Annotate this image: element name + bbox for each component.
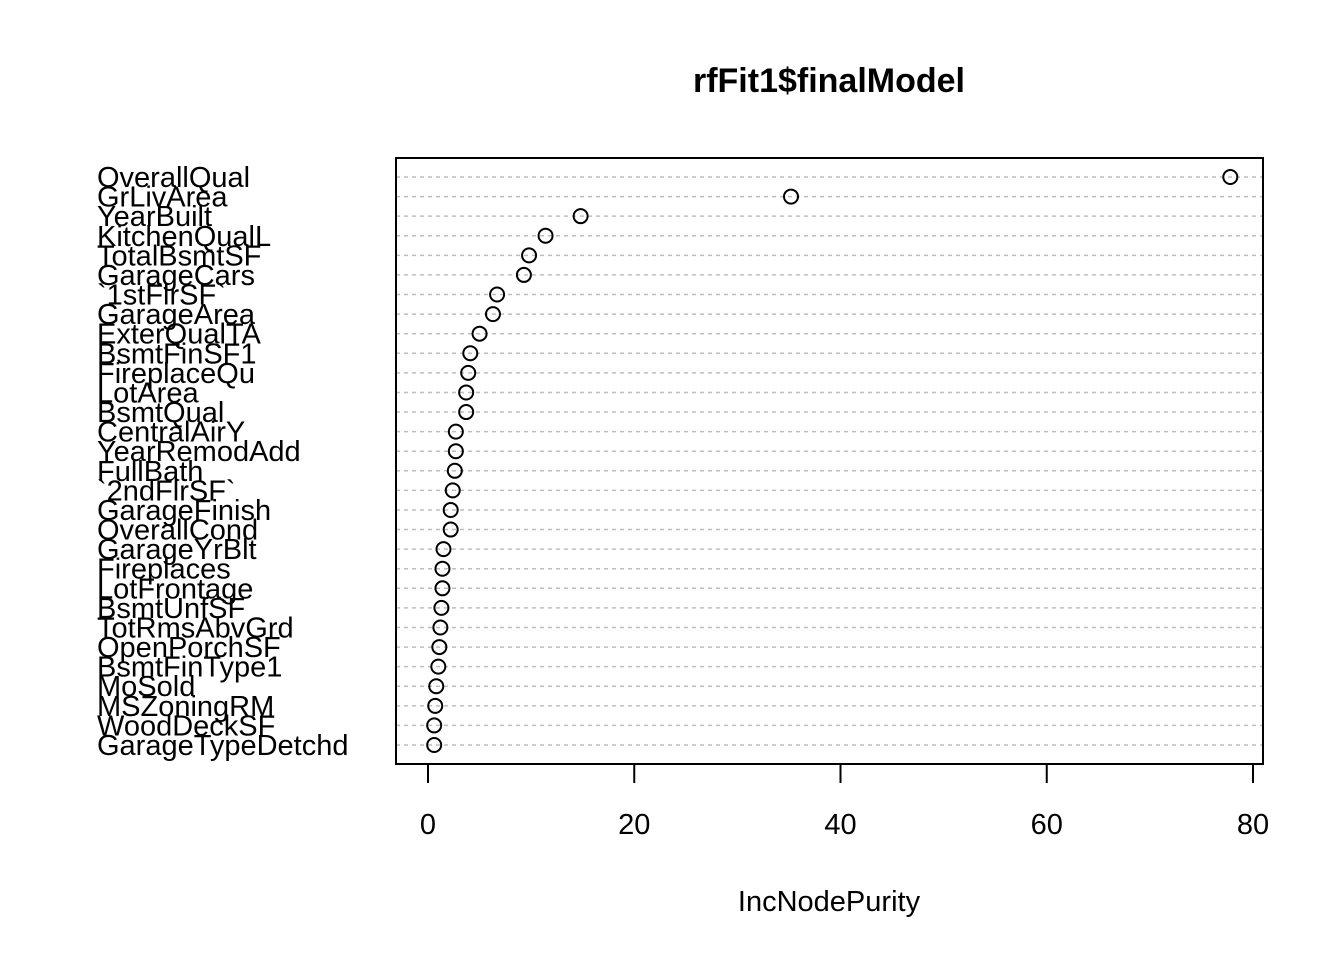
variable-label: LotArea xyxy=(97,377,199,409)
variable-label: TotRmsAbvGrd xyxy=(97,612,294,644)
variable-label: CentralAirY xyxy=(97,417,245,449)
variable-label: GrLivArea xyxy=(97,182,228,214)
variable-label: BsmtUnfSF xyxy=(97,593,245,625)
variable-label: ExterQualTA xyxy=(97,319,262,351)
variable-label: OverallQual xyxy=(97,162,250,194)
x-tick-label: 40 xyxy=(824,809,856,841)
data-point xyxy=(458,384,475,401)
data-point xyxy=(435,541,452,558)
x-axis-title: IncNodePurity xyxy=(738,886,921,918)
variable-label: LotFrontage xyxy=(97,573,253,605)
data-point xyxy=(428,678,445,695)
data-point xyxy=(444,482,461,499)
variable-label: `1stFlrSF` xyxy=(97,280,226,312)
grid-lines xyxy=(396,176,1263,746)
variable-label: YearBuilt xyxy=(97,201,212,233)
data-point xyxy=(427,697,444,714)
variable-label: GarageTypeDetchd xyxy=(97,730,348,762)
chart-title: rfFit1$finalModel xyxy=(693,62,965,100)
variable-label: YearRemodAdd xyxy=(97,436,301,468)
data-point xyxy=(521,247,538,264)
variable-label: MoSold xyxy=(97,671,195,703)
data-point xyxy=(434,560,451,577)
data-point xyxy=(431,639,448,656)
variable-label: TotalBsmtSF xyxy=(97,240,261,272)
data-point xyxy=(442,501,459,518)
data-point xyxy=(783,188,799,205)
data-point xyxy=(1222,169,1239,185)
variable-labels: OverallQualGrLivAreaYearBuiltKitchenQual… xyxy=(97,162,348,762)
data-point xyxy=(426,717,443,734)
x-tick-label: 0 xyxy=(420,809,436,841)
variable-label: GarageCars xyxy=(97,260,255,292)
variable-label: BsmtFinSF1 xyxy=(97,338,257,370)
data-point xyxy=(434,580,451,597)
data-point xyxy=(446,462,463,479)
variable-label: GarageFinish xyxy=(97,495,271,527)
data-point xyxy=(447,443,464,460)
data-point xyxy=(432,619,449,636)
variable-label: BsmtFinType1 xyxy=(97,652,282,684)
data-point xyxy=(515,266,532,283)
data-point xyxy=(442,521,459,538)
x-tick-label: 20 xyxy=(618,809,650,841)
variable-label: FullBath xyxy=(97,456,203,488)
variable-label: MSZoningRM xyxy=(97,691,274,723)
variable-label: `2ndFlrSF` xyxy=(97,475,236,507)
variable-label: BsmtQual xyxy=(97,397,224,429)
variable-label: Fireplaces xyxy=(97,554,231,586)
variable-label: OpenPorchSF xyxy=(97,632,281,664)
x-tick-label: 60 xyxy=(1031,809,1063,841)
data-point xyxy=(430,658,447,675)
data-point xyxy=(462,345,479,362)
x-tick-label: 80 xyxy=(1237,809,1269,841)
variable-label: GarageArea xyxy=(97,299,256,331)
data-points xyxy=(426,169,1239,753)
data-point xyxy=(572,208,589,225)
data-point xyxy=(460,364,477,381)
variable-label: KitchenQualL xyxy=(97,221,271,253)
data-point xyxy=(489,286,506,303)
x-axis: 0 20 40 60 80 xyxy=(420,763,1269,841)
data-point xyxy=(458,404,475,421)
data-point xyxy=(537,227,554,244)
data-point xyxy=(484,306,501,323)
data-point xyxy=(447,423,464,440)
data-point xyxy=(471,325,488,342)
data-point xyxy=(433,599,450,616)
variable-label: OverallCond xyxy=(97,515,258,547)
data-point xyxy=(426,737,443,753)
variable-label: FireplaceQu xyxy=(97,358,255,390)
variable-label: GarageYrBlt xyxy=(97,534,257,566)
variable-label: WoodDeckSF xyxy=(97,710,275,742)
